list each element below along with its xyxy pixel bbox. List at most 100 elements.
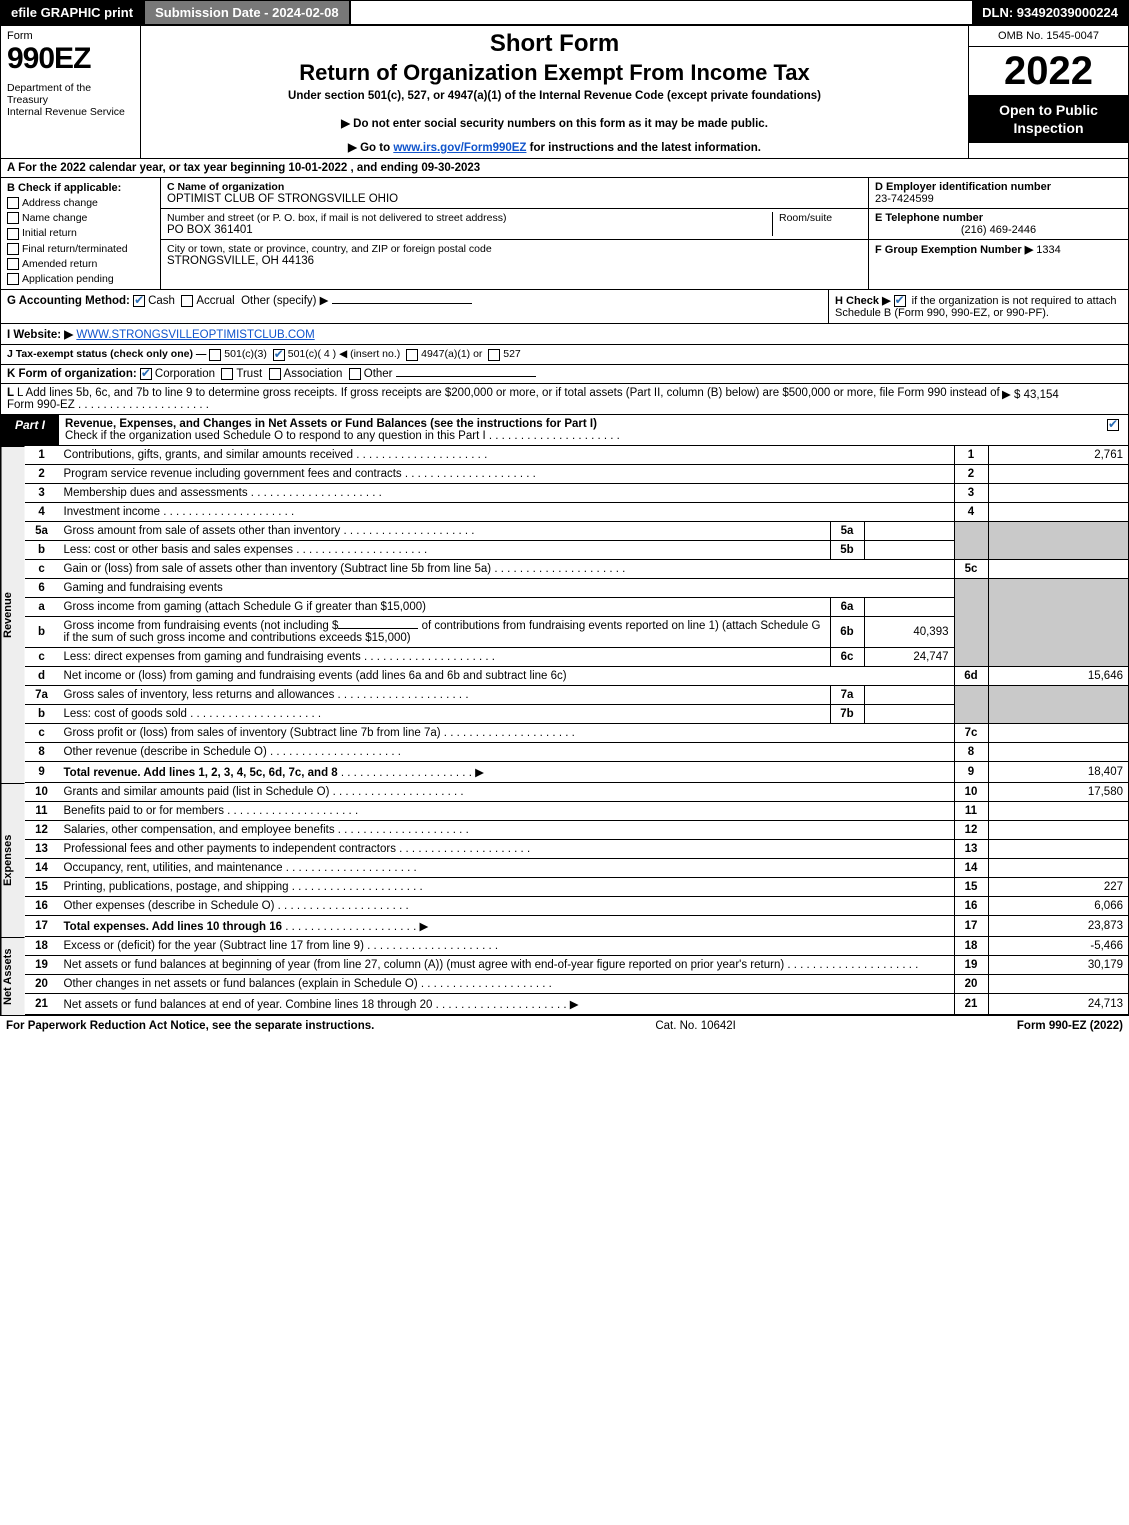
phone-label: E Telephone number <box>875 212 1122 224</box>
ein-label: D Employer identification number <box>875 181 1122 193</box>
opt-address-change[interactable]: Address change <box>7 197 154 209</box>
k-corp-check[interactable] <box>140 368 152 380</box>
g-other: Other (specify) ▶ <box>241 295 328 307</box>
line-1: 1Contributions, gifts, grants, and simil… <box>25 446 1128 465</box>
line-5c: cGain or (loss) from sale of assets othe… <box>25 559 1128 578</box>
k-other-blank[interactable] <box>396 376 536 377</box>
g-accrual-check[interactable] <box>181 295 193 307</box>
line-15: 15Printing, publications, postage, and s… <box>25 877 1128 896</box>
city-label: City or town, state or province, country… <box>167 243 862 255</box>
form-990ez-page: efile GRAPHIC print Submission Date - 20… <box>0 0 1129 1016</box>
dln-label: DLN: 93492039000224 <box>972 1 1128 24</box>
net-assets-label: Net Assets <box>1 937 25 1015</box>
net-assets-table: 18Excess or (deficit) for the year (Subt… <box>25 937 1128 1015</box>
line-6c: cLess: direct expenses from gaming and f… <box>25 647 1128 666</box>
j-501c3-check[interactable] <box>209 349 221 361</box>
row-a-period: A For the 2022 calendar year, or tax yea… <box>1 159 1128 178</box>
g-accrual: Accrual <box>196 295 234 307</box>
block-bcdef: B Check if applicable: Address change Na… <box>1 178 1128 290</box>
page-footer: For Paperwork Reduction Act Notice, see … <box>0 1016 1129 1036</box>
h-check[interactable] <box>894 295 906 307</box>
org-name-value: OPTIMIST CLUB OF STRONGSVILLE OHIO <box>167 193 862 205</box>
line-3: 3Membership dues and assessments3 <box>25 483 1128 502</box>
line-6d: dNet income or (loss) from gaming and fu… <box>25 666 1128 685</box>
open-to-public: Open to Public Inspection <box>969 95 1128 143</box>
line-7b: bLess: cost of goods sold7b <box>25 704 1128 723</box>
j-4947-check[interactable] <box>406 349 418 361</box>
ein-cell: D Employer identification number 23-7424… <box>869 178 1128 209</box>
part1-header: Part I Revenue, Expenses, and Changes in… <box>1 415 1128 446</box>
line-21: 21Net assets or fund balances at end of … <box>25 993 1128 1014</box>
k-other-check[interactable] <box>349 368 361 380</box>
box-b: B Check if applicable: Address change Na… <box>1 178 161 289</box>
submission-date-label: Submission Date - 2024-02-08 <box>143 1 351 24</box>
line-19: 19Net assets or fund balances at beginni… <box>25 955 1128 974</box>
org-name-cell: C Name of organization OPTIMIST CLUB OF … <box>161 178 868 209</box>
k-other: Other <box>364 368 393 380</box>
top-bar: efile GRAPHIC print Submission Date - 20… <box>1 1 1128 26</box>
k-assoc-check[interactable] <box>269 368 281 380</box>
k-assoc: Association <box>284 368 343 380</box>
opt-initial-return[interactable]: Initial return <box>7 227 154 239</box>
org-name-label: C Name of organization <box>167 181 862 193</box>
opt-final-return[interactable]: Final return/terminated <box>7 243 154 255</box>
opt-name-change[interactable]: Name change <box>7 212 154 224</box>
group-exempt-label: F Group Exemption Number ▶ <box>875 244 1036 256</box>
footer-formno: Form 990-EZ (2022) <box>1017 1020 1123 1032</box>
j-527: 527 <box>503 348 521 360</box>
line-9: 9Total revenue. Add lines 1, 2, 3, 4, 5c… <box>25 761 1128 782</box>
expenses-label: Expenses <box>1 783 25 937</box>
line-6a: aGross income from gaming (attach Schedu… <box>25 597 1128 616</box>
group-exempt-cell: F Group Exemption Number ▶ 1334 <box>869 240 1128 259</box>
part1-checkbox-wrap <box>1101 415 1128 445</box>
part1-title: Revenue, Expenses, and Changes in Net As… <box>59 415 1101 445</box>
k-trust-check[interactable] <box>221 368 233 380</box>
g-other-blank[interactable] <box>332 303 472 304</box>
j-501c3: 501(c)(3) <box>224 348 267 360</box>
opt-amended-return[interactable]: Amended return <box>7 258 154 270</box>
j-501c-check[interactable] <box>273 349 285 361</box>
part1-schedule-o-check[interactable] <box>1107 419 1119 431</box>
revenue-section: Revenue 1Contributions, gifts, grants, a… <box>1 446 1128 783</box>
header-left: Form 990EZ Department of the Treasury In… <box>1 26 141 158</box>
website-link[interactable]: WWW.STRONGSVILLEOPTIMISTCLUB.COM <box>76 329 314 341</box>
street-value: PO BOX 361401 <box>167 224 772 236</box>
k-trust: Trust <box>236 368 262 380</box>
opt-application-pending[interactable]: Application pending <box>7 273 154 285</box>
omb-number: OMB No. 1545-0047 <box>969 26 1128 47</box>
row-h: H Check ▶ if the organization is not req… <box>828 290 1128 323</box>
g-cash: Cash <box>148 295 175 307</box>
g-label: G Accounting Method: <box>7 295 130 307</box>
expenses-table: 10Grants and similar amounts paid (list … <box>25 783 1128 937</box>
goto-instructions: ▶ Go to www.irs.gov/Form990EZ for instru… <box>147 140 962 154</box>
tax-year: 2022 <box>969 47 1128 95</box>
city-value: STRONGSVILLE, OH 44136 <box>167 255 862 267</box>
g-cash-check[interactable] <box>133 295 145 307</box>
line-4: 4Investment income4 <box>25 502 1128 521</box>
return-title: Return of Organization Exempt From Incom… <box>147 60 962 86</box>
city-cell: City or town, state or province, country… <box>161 240 868 270</box>
phone-value: (216) 469-2446 <box>875 224 1122 236</box>
street-cell: Number and street (or P. O. box, if mail… <box>161 209 868 240</box>
line-11: 11Benefits paid to or for members11 <box>25 801 1128 820</box>
footer-left: For Paperwork Reduction Act Notice, see … <box>6 1020 374 1032</box>
expenses-section: Expenses 10Grants and similar amounts pa… <box>1 783 1128 937</box>
j-527-check[interactable] <box>488 349 500 361</box>
form-word: Form <box>7 30 134 42</box>
phone-cell: E Telephone number (216) 469-2446 <box>869 209 1128 240</box>
efile-print-label[interactable]: efile GRAPHIC print <box>1 1 143 24</box>
box-b-header: B Check if applicable: <box>7 182 154 194</box>
form-header: Form 990EZ Department of the Treasury In… <box>1 26 1128 159</box>
i-label: I Website: ▶ <box>7 329 73 341</box>
irs-link[interactable]: www.irs.gov/Form990EZ <box>393 142 526 154</box>
go-suffix: for instructions and the latest informat… <box>526 142 761 154</box>
6b-blank[interactable] <box>338 628 418 629</box>
l-value: ▶ $ 43,154 <box>1002 387 1122 411</box>
line-16: 16Other expenses (describe in Schedule O… <box>25 896 1128 915</box>
ssn-warning: ▶ Do not enter social security numbers o… <box>147 116 962 130</box>
j-label: J Tax-exempt status (check only one) — <box>7 348 206 360</box>
line-14: 14Occupancy, rent, utilities, and mainte… <box>25 858 1128 877</box>
line-12: 12Salaries, other compensation, and empl… <box>25 820 1128 839</box>
revenue-table: 1Contributions, gifts, grants, and simil… <box>25 446 1128 783</box>
line-8: 8Other revenue (describe in Schedule O)8 <box>25 742 1128 761</box>
